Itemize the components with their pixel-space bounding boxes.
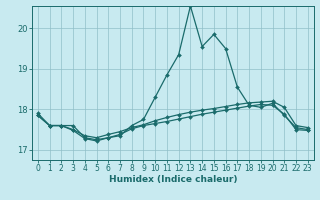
X-axis label: Humidex (Indice chaleur): Humidex (Indice chaleur): [108, 175, 237, 184]
